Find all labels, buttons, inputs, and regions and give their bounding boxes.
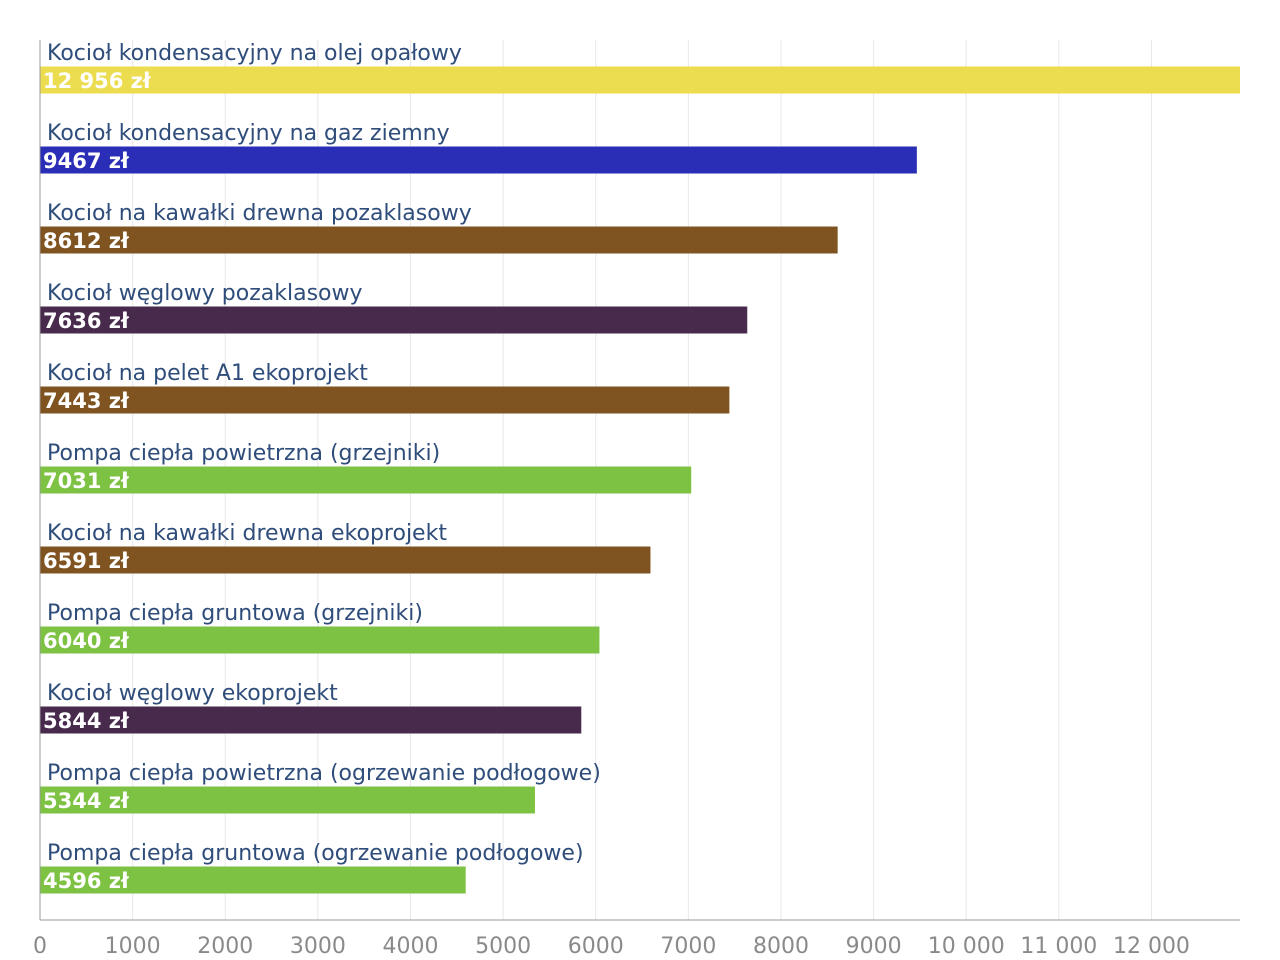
category-label: Pompa ciepła powietrzna (grzejniki) bbox=[47, 441, 440, 466]
value-label: 4596 zł bbox=[43, 869, 130, 893]
bar bbox=[40, 626, 600, 654]
x-tick-labels: 0 1000 2000 3000 4000 5000 6000 7000 8000 9000 10 … bbox=[33, 934, 1190, 959]
category-label: Kocioł węglowy ekoprojekt bbox=[47, 681, 338, 706]
bar bbox=[40, 466, 692, 494]
category-label: Kocioł na kawałki drewna pozaklasowy bbox=[47, 201, 472, 226]
x-tick-label: 0 bbox=[33, 934, 47, 959]
x-tick-label: 1000 bbox=[105, 934, 161, 959]
value-label: 6040 zł bbox=[43, 629, 130, 653]
value-label: 8612 zł bbox=[43, 229, 130, 253]
category-label: Kocioł kondensacyjny na olej opałowy bbox=[47, 41, 462, 66]
value-label: 6591 zł bbox=[43, 549, 130, 573]
value-label: 12 956 zł bbox=[43, 69, 152, 93]
value-label: 5344 zł bbox=[43, 789, 130, 813]
x-tick-label: 5000 bbox=[475, 934, 531, 959]
value-label: 7031 zł bbox=[43, 469, 130, 493]
category-label: Kocioł na kawałki drewna ekoprojekt bbox=[47, 521, 447, 546]
bar bbox=[40, 546, 651, 574]
bar bbox=[40, 226, 838, 254]
value-label: 7636 zł bbox=[43, 309, 130, 333]
bar bbox=[40, 306, 748, 334]
bar bbox=[40, 706, 582, 734]
x-tick-label: 4000 bbox=[382, 934, 438, 959]
category-label: Kocioł węglowy pozaklasowy bbox=[47, 281, 363, 306]
value-label: 7443 zł bbox=[43, 389, 130, 413]
bar bbox=[40, 786, 535, 814]
bar bbox=[40, 66, 1240, 94]
category-label: Pompa ciepła powietrzna (ogrzewanie podł… bbox=[47, 761, 601, 786]
value-label: 5844 zł bbox=[43, 709, 130, 733]
bar bbox=[40, 146, 917, 174]
x-tick-label: 7000 bbox=[660, 934, 716, 959]
x-tick-label: 9000 bbox=[846, 934, 902, 959]
x-tick-label: 11 000 bbox=[1020, 934, 1097, 959]
category-label: Pompa ciepła gruntowa (grzejniki) bbox=[47, 601, 423, 626]
x-tick-label: 10 000 bbox=[928, 934, 1005, 959]
bar bbox=[40, 386, 730, 414]
x-tick-label: 12 000 bbox=[1113, 934, 1190, 959]
x-tick-label: 2000 bbox=[197, 934, 253, 959]
category-labels: Kocioł kondensacyjny na olej opałowy Koci… bbox=[47, 41, 601, 866]
category-label: Kocioł na pelet A1 ekoprojekt bbox=[47, 361, 368, 386]
x-tick-label: 8000 bbox=[753, 934, 809, 959]
value-labels: 12 956 zł 9467 zł 8612 zł 7636 zł 7443 zł 703… bbox=[43, 69, 152, 893]
bars bbox=[40, 66, 1240, 894]
value-label: 9467 zł bbox=[43, 149, 130, 173]
category-label: Kocioł kondensacyjny na gaz ziemny bbox=[47, 121, 450, 146]
bar bbox=[40, 866, 466, 894]
x-tick-label: 6000 bbox=[568, 934, 624, 959]
x-tick-label: 3000 bbox=[290, 934, 346, 959]
category-label: Pompa ciepła gruntowa (ogrzewanie podłog… bbox=[47, 841, 584, 866]
